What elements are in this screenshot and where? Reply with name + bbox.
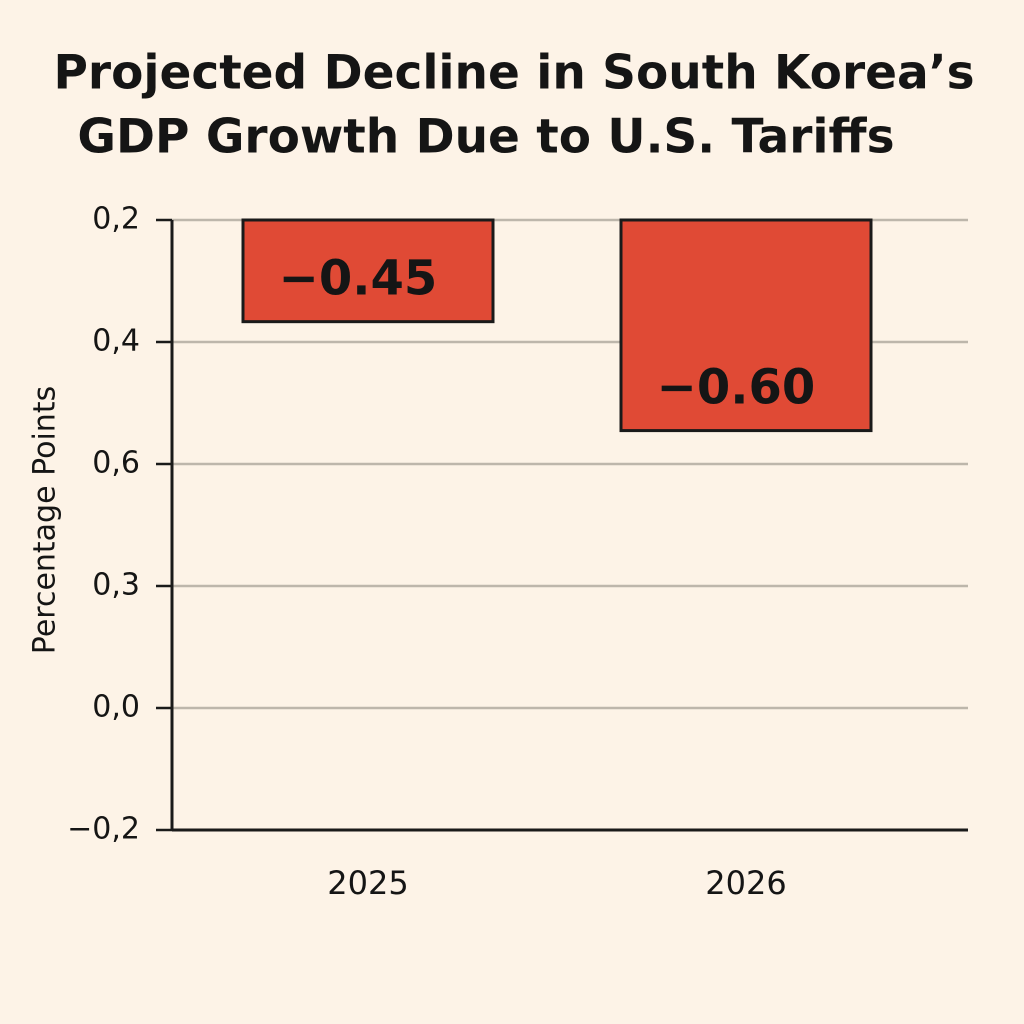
bar — [241, 218, 495, 324]
y-tick-label: 0,0 — [92, 690, 140, 725]
x-tick-label: 2026 — [705, 864, 786, 902]
x-tick-label: 2025 — [327, 864, 408, 902]
chart-title: Projected Decline in South Korea’s — [53, 46, 974, 101]
value-label: −0.60 — [657, 360, 816, 416]
value-label: −0.45 — [279, 251, 438, 307]
y-tick-label: 0,2 — [92, 202, 140, 237]
y-tick-label: 0,6 — [92, 446, 140, 481]
y-tick-label: 0,3 — [92, 568, 140, 603]
y-tick-label: 0,4 — [92, 324, 140, 359]
chart-title: GDP Growth Due to U.S. Tariffs — [77, 110, 894, 165]
y-axis-label: Percentage Points — [28, 386, 63, 654]
bar — [619, 218, 873, 433]
y-tick-label: −0,2 — [67, 812, 140, 847]
